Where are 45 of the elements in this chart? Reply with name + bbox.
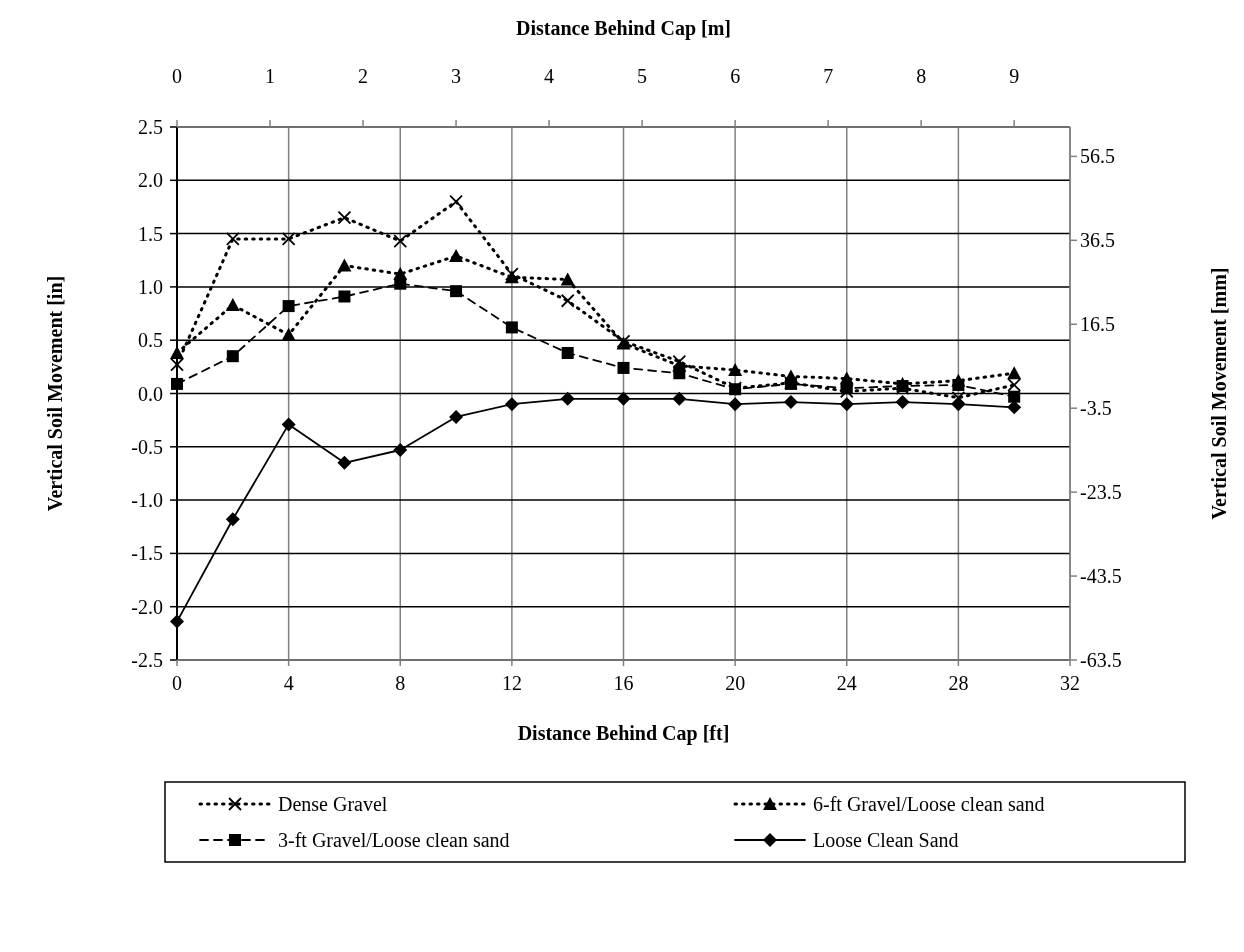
y-tick-label: 0.0 [138,382,163,405]
y2-tick-label: -63.5 [1080,649,1122,671]
x2-tick-label: 5 [637,65,648,87]
legend-label: 6-ft Gravel/Loose clean sand [813,793,1045,815]
y2-tick-label: -3.5 [1080,397,1112,420]
x-tick-label: 8 [395,672,406,694]
y-tick-label: -1.0 [131,489,163,512]
legend-label: Dense Gravel [278,793,388,815]
y-tick-label: 0.5 [138,329,163,352]
x2-tick-label: 3 [451,65,462,87]
y-tick-label: 1.0 [138,275,163,298]
y2-axis-title: Vertical Soil Movement [mm] [1208,267,1230,520]
x-tick-label: 4 [283,672,294,694]
x2-axis-title: Distance Behind Cap [m] [515,17,732,40]
y-tick-label: -2.0 [131,595,163,618]
y2-tick-label: 36.5 [1080,229,1115,252]
x-tick-label: 12 [501,672,522,694]
x2-tick-label: 2 [358,65,369,87]
x2-tick-label: 0 [172,65,182,87]
x-tick-label: 16 [613,672,634,694]
y2-tick-label: 16.5 [1080,313,1115,336]
x-axis-title: Distance Behind Cap [ft] [517,722,730,745]
y-tick-label: -1.5 [131,542,163,565]
y2-tick-label: -43.5 [1080,565,1122,588]
x2-tick-label: 7 [823,65,834,87]
x-tick-label: 32 [1060,672,1080,694]
x-tick-label: 24 [836,672,857,694]
legend-label: 3-ft Gravel/Loose clean sand [278,829,510,851]
y2-tick-label: -23.5 [1080,481,1122,504]
x-tick-label: 0 [172,672,182,694]
y-tick-label: -0.5 [131,435,163,458]
y-tick-label: 2.5 [138,116,163,138]
legend-label: Loose Clean Sand [813,829,959,851]
x2-tick-label: 4 [544,65,555,87]
x-tick-label: 28 [948,672,969,694]
x2-tick-label: 1 [265,65,276,87]
y-tick-label: 2.0 [138,169,163,192]
x-tick-label: 20 [725,672,746,694]
x2-tick-label: 8 [916,65,927,87]
x2-tick-label: 9 [1009,65,1020,87]
y-axis-title: Vertical Soil Movement [in] [44,275,66,512]
y-tick-label: 1.5 [138,222,163,245]
x2-tick-label: 6 [730,65,741,87]
y2-tick-label: 56.5 [1080,145,1115,168]
y-tick-label: -2.5 [131,649,163,671]
